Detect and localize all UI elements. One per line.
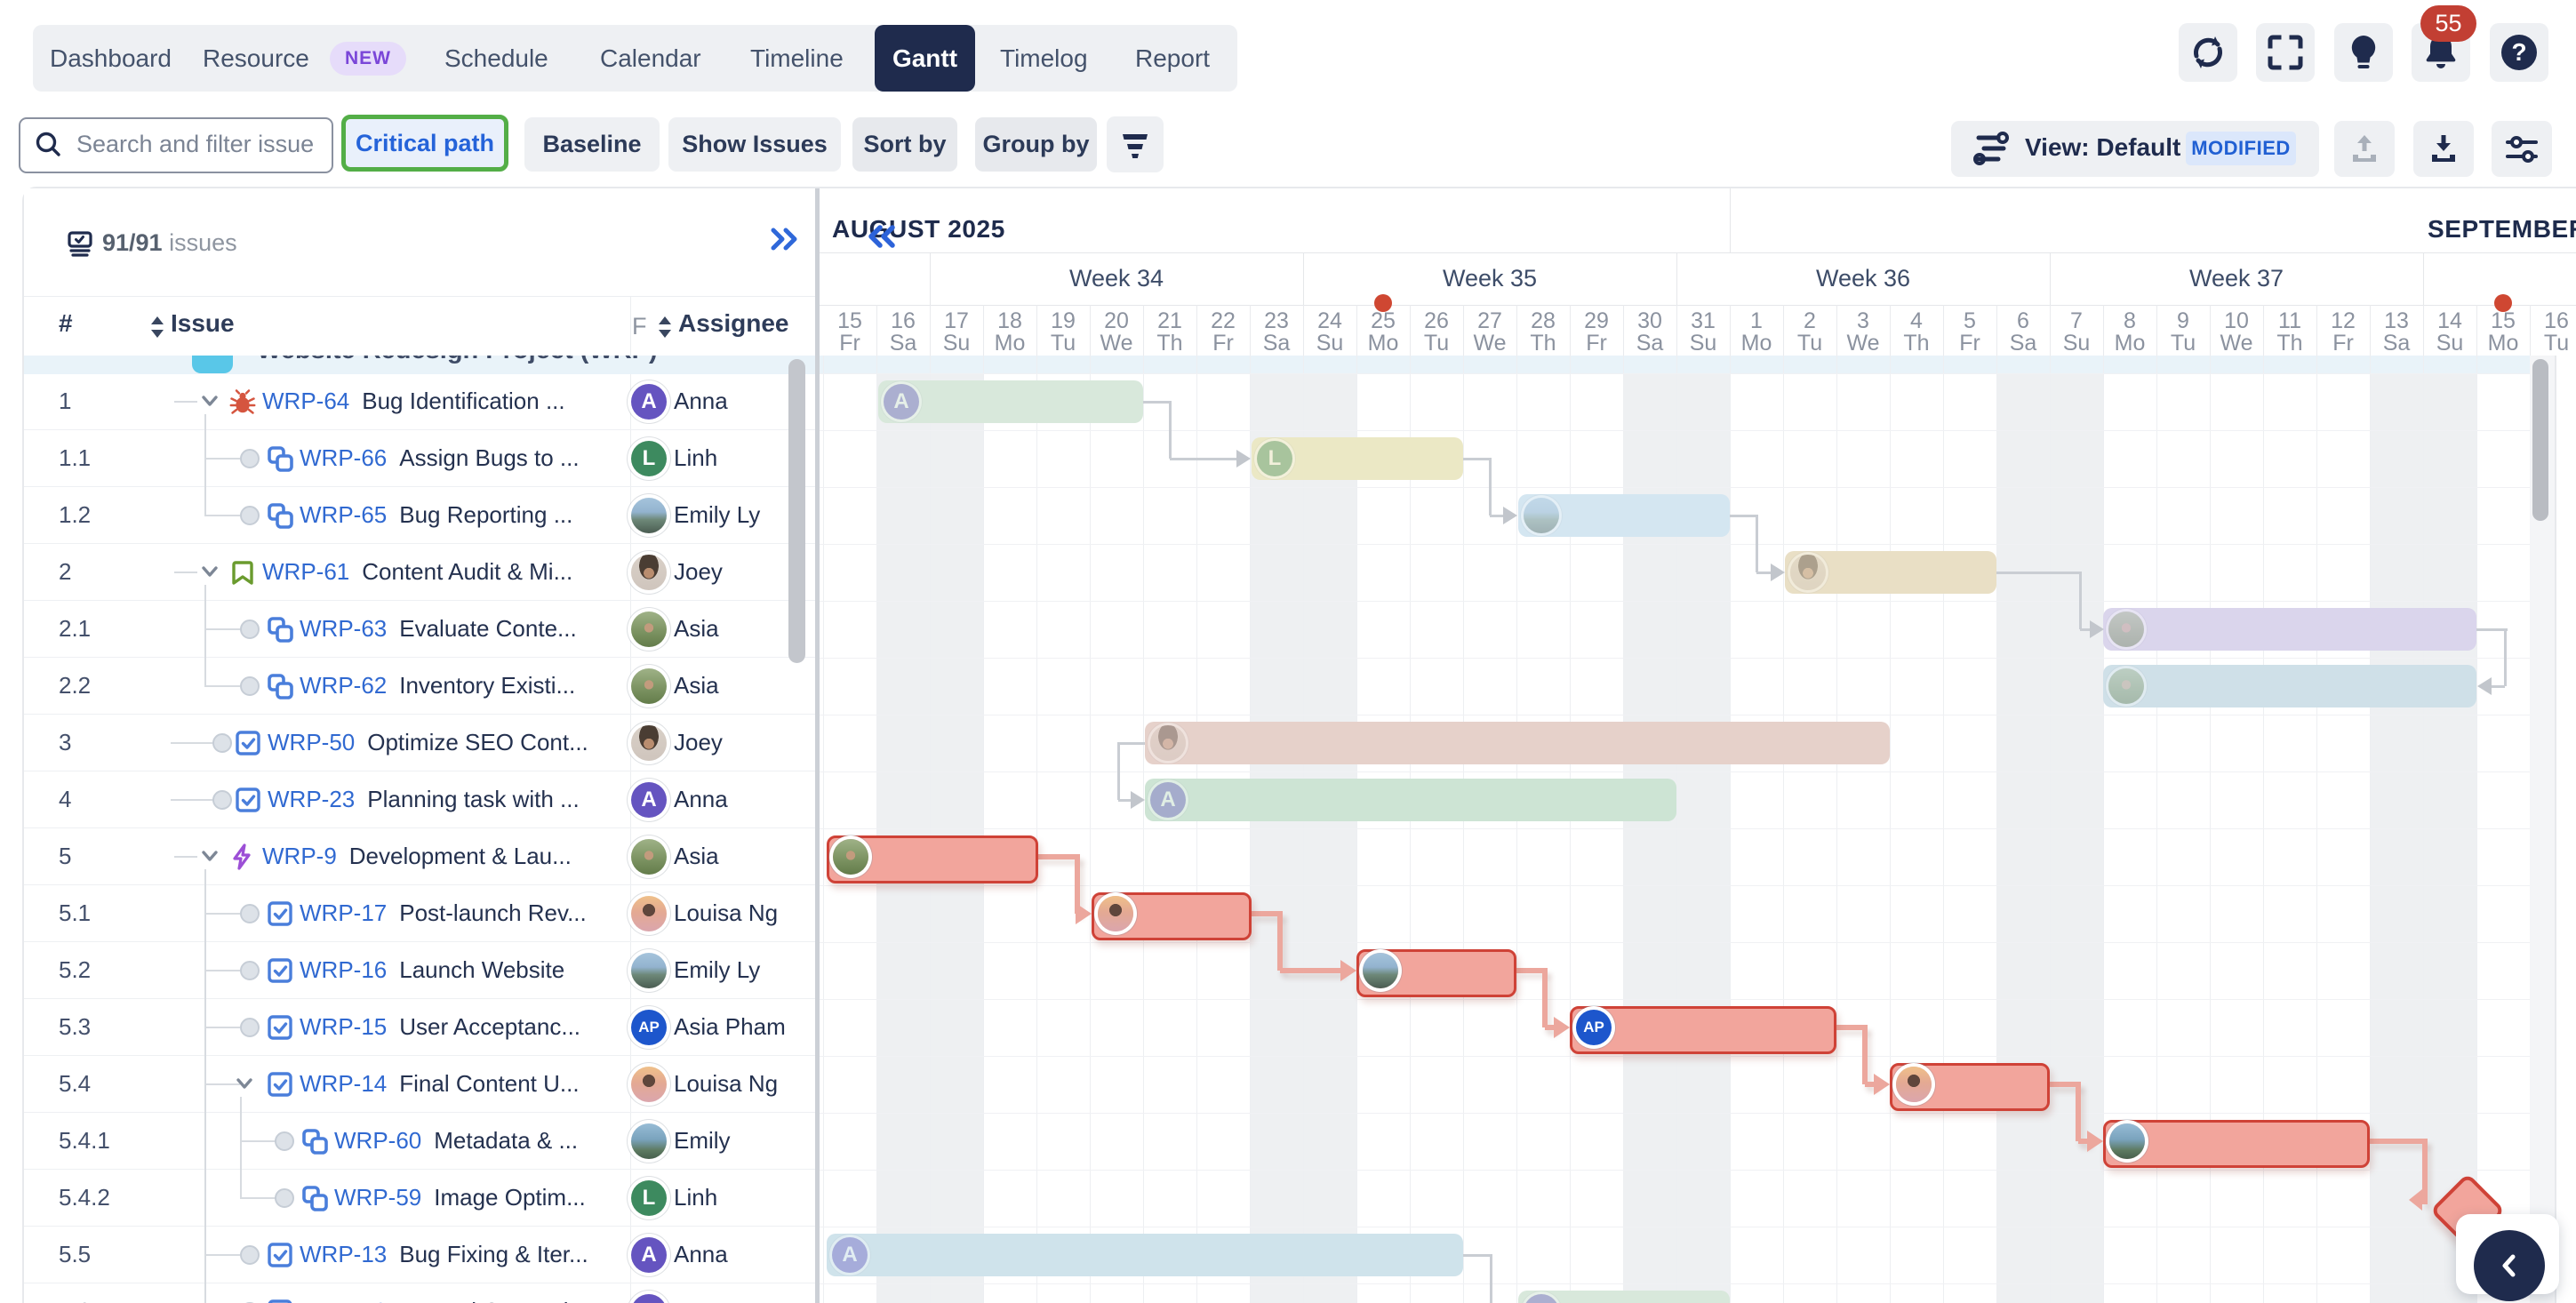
svg-text:?: ?	[2511, 38, 2526, 66]
